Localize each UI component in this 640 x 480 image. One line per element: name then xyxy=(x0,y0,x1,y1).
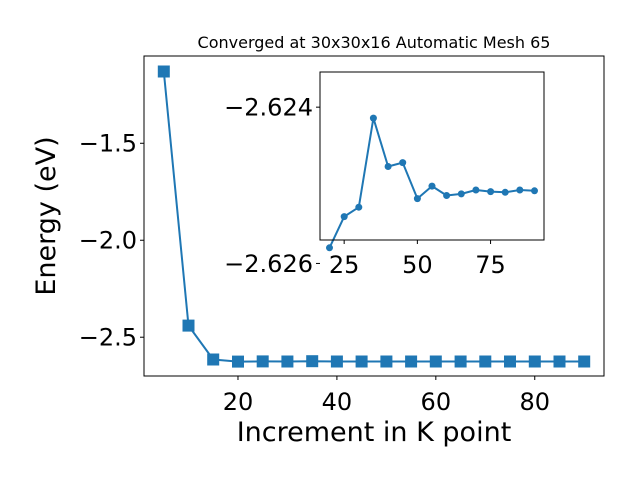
main-data-point xyxy=(528,355,541,368)
main-x-tick-label: 60 xyxy=(421,388,452,416)
main-y-ticks: −2.5 −2.0 −1.5 xyxy=(79,130,144,352)
inset-data-point xyxy=(326,244,333,252)
main-data-point xyxy=(380,355,393,368)
main-data-point xyxy=(182,319,195,332)
main-data-point xyxy=(256,355,269,368)
inset-background xyxy=(320,72,544,240)
inset-axes-frame xyxy=(319,71,545,241)
main-y-tick-label: −2.0 xyxy=(79,227,137,255)
inset-y-tick-label: −2.626 xyxy=(224,250,313,278)
main-x-tick-label: 20 xyxy=(223,388,254,416)
main-data-point xyxy=(578,355,591,368)
x-axis-label: Increment in K point xyxy=(237,417,512,448)
inset-axes: 25 50 75 −2.626 −2.624 xyxy=(224,71,545,279)
inset-data-point xyxy=(399,159,407,167)
inset-data-point xyxy=(340,213,348,221)
main-data-point xyxy=(330,355,343,368)
main-data-point xyxy=(232,355,244,368)
inset-x-tick-label: 75 xyxy=(475,251,506,279)
inset-data-point xyxy=(531,187,538,195)
inset-y-ticks: −2.626 −2.624 xyxy=(224,94,320,278)
main-data-point xyxy=(306,355,319,368)
inset-data-point xyxy=(487,188,495,196)
main-data-point xyxy=(504,355,516,368)
main-x-tick-label: 80 xyxy=(519,388,550,416)
main-y-tick-label: −1.5 xyxy=(79,130,137,158)
main-data-point xyxy=(157,65,170,78)
y-axis-label: Energy (eV) xyxy=(31,136,62,295)
main-axes: Converged at 30x30x16 Automatic Mesh 65 … xyxy=(31,33,605,448)
main-axes-frame xyxy=(143,55,605,377)
main-data-point xyxy=(454,355,467,368)
main-data-point xyxy=(355,355,368,368)
inset-y-tick-label: −2.624 xyxy=(224,94,313,122)
inset-data-point xyxy=(413,195,421,203)
main-data-point xyxy=(281,355,294,368)
main-plot-area xyxy=(157,65,591,368)
main-x-tick-label: 40 xyxy=(322,388,353,416)
main-data-point xyxy=(207,353,220,366)
inset-data-point xyxy=(472,186,480,194)
main-data-point xyxy=(405,355,418,368)
inset-x-tick-label: 25 xyxy=(329,251,360,279)
inset-data-point xyxy=(355,203,363,211)
inset-x-tick-label: 50 xyxy=(402,251,433,279)
inset-x-ticks: 25 50 75 xyxy=(329,240,506,279)
inset-data-point xyxy=(443,192,451,199)
main-x-ticks: 20 40 60 80 xyxy=(223,376,550,416)
inset-data-point xyxy=(369,114,377,122)
main-data-point xyxy=(553,355,566,368)
inset-data-point xyxy=(501,188,509,196)
chart-title: Converged at 30x30x16 Automatic Mesh 65 xyxy=(198,33,551,52)
inset-data-point xyxy=(428,182,436,190)
inset-data-point xyxy=(457,190,465,198)
main-data-point xyxy=(479,355,492,368)
inset-data-point xyxy=(384,163,392,170)
main-y-tick-label: −2.5 xyxy=(79,324,137,352)
main-data-point xyxy=(429,355,442,368)
inset-data-point xyxy=(516,186,524,194)
inset-plot-area xyxy=(326,114,538,252)
